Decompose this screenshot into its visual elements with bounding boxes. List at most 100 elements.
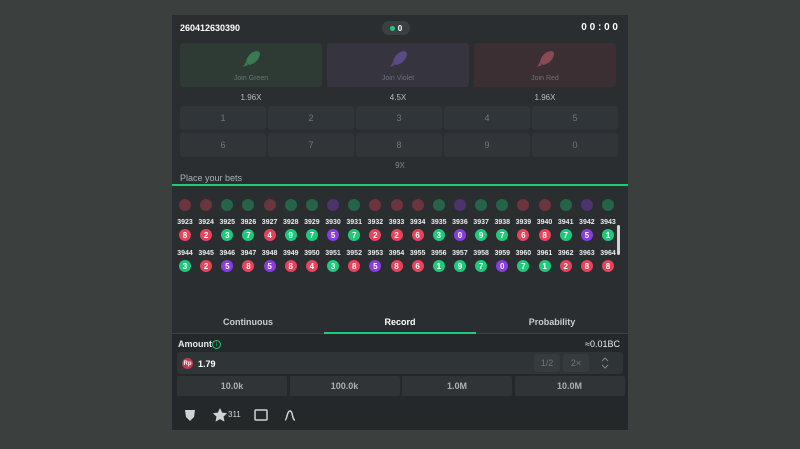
result-ball: 6 <box>411 260 424 272</box>
issue-number: 3956 <box>431 250 447 257</box>
result-ball: 5 <box>369 260 382 272</box>
conversion: ≈0.01BC <box>585 339 620 349</box>
result-ball: 8 <box>390 260 403 272</box>
online-pill: 0 <box>382 21 410 35</box>
issue-number: 3959 <box>494 250 511 257</box>
join-button[interactable] <box>180 43 322 87</box>
amount-label: Amount <box>178 339 212 349</box>
result-ball: 1 <box>602 229 614 241</box>
number-button[interactable]: 4 <box>444 106 530 130</box>
issue-number: 3962 <box>557 250 574 257</box>
issue-number: 3940 <box>536 219 553 226</box>
number-button[interactable]: 7 <box>268 133 354 157</box>
number-button[interactable]: 9 <box>444 133 530 157</box>
faded-ball <box>221 199 234 211</box>
half-button[interactable]: 1/2 <box>534 354 560 372</box>
currency-icon: Rp <box>182 358 193 369</box>
faded-ball <box>559 199 572 211</box>
issue-number: 3932 <box>367 219 384 226</box>
issue-number: 3939 <box>515 219 532 226</box>
number-button[interactable]: 0 <box>532 133 618 157</box>
faded-ball <box>453 199 466 211</box>
result-ball: 2 <box>369 229 382 241</box>
issue-number: 3926 <box>240 219 257 226</box>
number-button[interactable]: 2 <box>268 106 354 130</box>
round-id: 260412630390 <box>180 23 241 33</box>
result-ball: 0 <box>496 260 509 272</box>
footer-icons <box>185 408 296 422</box>
join-label: Join Green <box>233 75 269 82</box>
trend-icon[interactable] <box>284 410 296 421</box>
result-ball: 8 <box>602 260 614 272</box>
star-icon[interactable] <box>212 408 228 422</box>
issue-number: 3937 <box>473 219 489 226</box>
multiplier: 4.5X <box>389 93 407 102</box>
online-dot <box>389 25 395 31</box>
result-ball: 1 <box>432 260 445 272</box>
issue-number: 3944 <box>177 250 193 257</box>
faded-ball <box>242 199 255 211</box>
issue-number: 3929 <box>304 219 320 226</box>
issue-number: 3935 <box>431 219 447 226</box>
issue-number: 3946 <box>219 250 236 257</box>
join-button[interactable] <box>474 43 616 87</box>
window-icon[interactable] <box>254 409 268 421</box>
tab[interactable]: Record <box>384 317 416 327</box>
number-button[interactable]: 8 <box>356 133 442 157</box>
issue-number: 3933 <box>388 219 405 226</box>
issue-number: 3950 <box>304 250 320 257</box>
result-ball: 8 <box>348 260 361 272</box>
shield-icon[interactable] <box>185 410 195 421</box>
issue-number: 3942 <box>579 219 595 226</box>
result-ball: 3 <box>221 229 234 241</box>
result-ball: 5 <box>263 260 276 272</box>
quick-amount[interactable]: 10.0M <box>514 376 625 396</box>
issue-number: 3948 <box>261 250 278 257</box>
issue-number: 3964 <box>600 250 616 257</box>
result-ball: 7 <box>242 229 255 241</box>
quick-amount[interactable]: 10.0k <box>177 376 287 396</box>
join-label: Join Red <box>531 75 559 82</box>
join-label: Join Violet <box>381 75 415 82</box>
rocket-icon <box>243 51 260 67</box>
issue-number: 3955 <box>409 250 426 257</box>
issue-number: 3951 <box>325 250 341 257</box>
faded-ball <box>179 199 191 211</box>
amount-input[interactable] <box>177 352 623 374</box>
join-button[interactable] <box>327 43 469 87</box>
issue-number: 3958 <box>473 250 489 257</box>
result-ball: 2 <box>200 229 213 241</box>
result-ball: 8 <box>538 229 551 241</box>
issue-number: 3945 <box>198 250 214 257</box>
result-ball: 2 <box>559 260 572 272</box>
faded-ball <box>496 199 509 211</box>
tab[interactable]: Continuous <box>223 317 273 327</box>
result-ball: 8 <box>580 260 593 272</box>
faded-ball <box>390 199 403 211</box>
amount-value: 1.79 <box>198 359 216 369</box>
issue-number: 3943 <box>600 219 616 226</box>
issue-number: 3957 <box>452 250 468 257</box>
result-ball: 8 <box>179 229 191 241</box>
result-ball: 5 <box>327 229 340 241</box>
faded-ball <box>369 199 382 211</box>
quick-amount[interactable]: 100.0k <box>289 376 400 396</box>
issue-number: 3952 <box>346 250 362 257</box>
number-button[interactable]: 1 <box>180 106 266 130</box>
issue-number: 3931 <box>346 219 362 226</box>
number-button[interactable]: 6 <box>180 133 266 157</box>
stepper[interactable] <box>592 354 618 372</box>
info-icon[interactable]: i <box>212 340 221 349</box>
quick-amount[interactable]: 1.0M <box>402 376 512 396</box>
faded-ball <box>580 199 593 211</box>
issue-number: 3927 <box>261 219 278 226</box>
result-ball: 8 <box>242 260 255 272</box>
double-button[interactable]: 2× <box>563 354 589 372</box>
result-ball: 5 <box>221 260 234 272</box>
tab[interactable]: Probability <box>528 317 576 327</box>
number-button[interactable]: 5 <box>532 106 618 130</box>
number-button[interactable]: 3 <box>356 106 442 130</box>
result-ball: 9 <box>284 229 297 241</box>
faded-ball <box>348 199 361 211</box>
